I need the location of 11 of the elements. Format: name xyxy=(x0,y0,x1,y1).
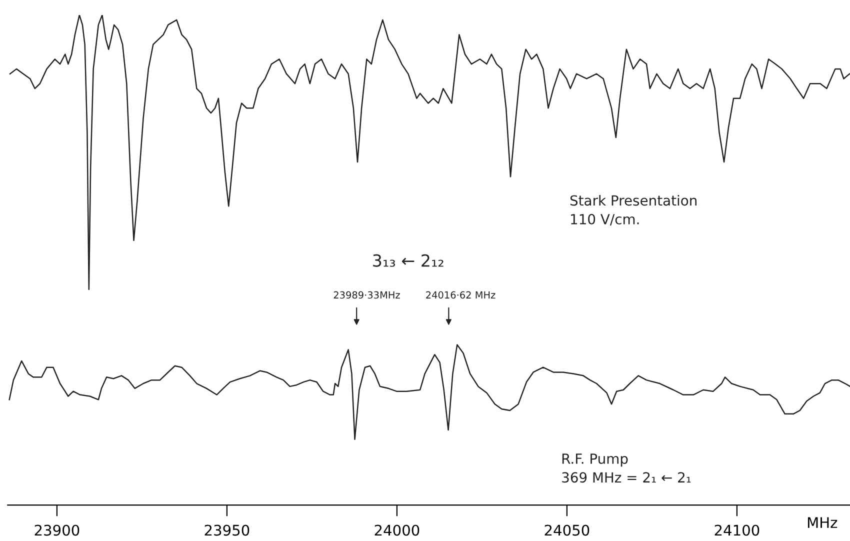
x-tick-label: 23900 xyxy=(34,524,80,536)
x-tick-label: 24100 xyxy=(714,524,760,536)
annotation: 23989·33MHz xyxy=(334,291,400,299)
x-axis-title: MHz xyxy=(808,517,838,528)
annotation: 24016·62 MHz xyxy=(426,291,496,299)
x-tick-label: 24050 xyxy=(544,524,590,536)
annotation: Stark Presentation 110 V/cm. xyxy=(570,194,696,226)
x-tick-label: 24000 xyxy=(374,524,420,536)
annotation: 3₁₃ ← 2₁₂ xyxy=(373,254,444,267)
x-tick-label: 23950 xyxy=(204,524,250,536)
annotation: R.F. Pump 369 MHz = 2₁ ← 2₁ xyxy=(562,454,691,483)
